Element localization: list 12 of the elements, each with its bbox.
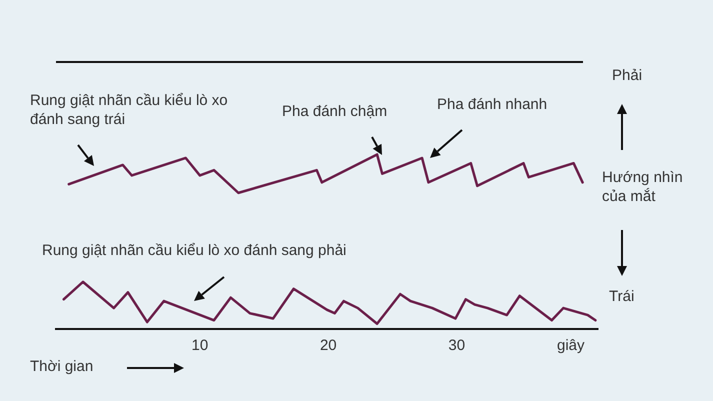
text: Phải bbox=[612, 66, 642, 85]
x-axis-title: Thời gian bbox=[30, 357, 94, 376]
x-tick-label: 30 bbox=[448, 337, 466, 354]
text: Rung giật nhãn cầu kiểu lò xo đánh sang trái bbox=[30, 91, 229, 129]
text: Trái bbox=[609, 287, 634, 306]
annotation: Rung giật nhãn cầu kiểu lò xo đánh sang phải bbox=[42, 241, 346, 260]
text: Pha đánh chậm bbox=[282, 102, 388, 121]
x-tick-label: 20 bbox=[320, 337, 337, 354]
x-tick-label: 10 bbox=[192, 337, 208, 354]
text: Pha đánh nhanh bbox=[437, 95, 548, 114]
y-axis-title: Hướng nhìn của mắt bbox=[602, 168, 684, 206]
text: giây bbox=[557, 336, 585, 355]
